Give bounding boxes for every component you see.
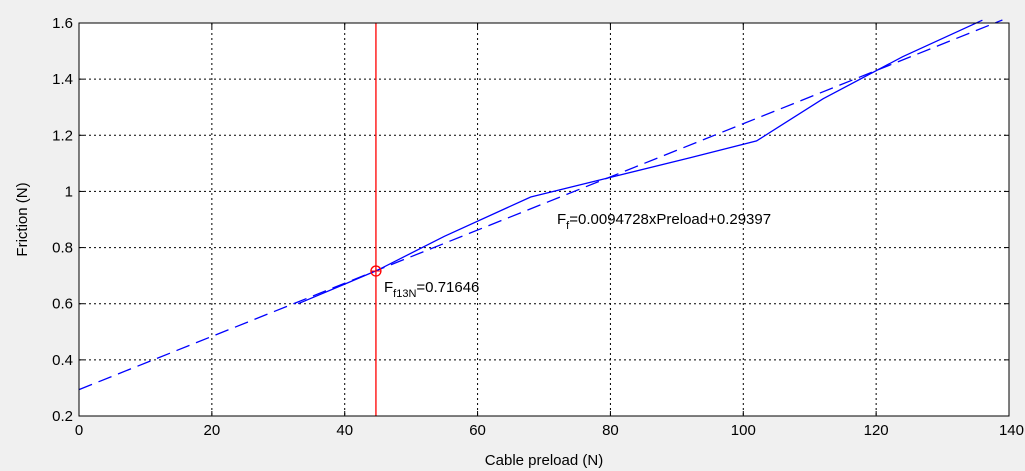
fit-annotation-rest: =0.0094728xPreload+0.29397 <box>569 211 771 228</box>
ticks: 0 20 40 60 80 100 120 140 0.2 0.4 0.6 0.8 1 1.2 1.4 1.6 <box>52 15 1024 439</box>
fit-annotation-sub: f <box>566 220 570 232</box>
x-tick-label: 120 <box>864 422 889 439</box>
fit-annotation-main: F <box>557 211 566 228</box>
fit-equation-annotation: Ff=0.0094728xPreload+0.29397 <box>557 211 771 232</box>
point-annotation-sub: f13N <box>393 288 416 300</box>
point-value-annotation: Ff13N=0.71646 <box>384 279 479 300</box>
y-axis-label: Friction (N) <box>14 182 31 256</box>
x-axis-label: Cable preload (N) <box>485 452 603 469</box>
plot-frame <box>78 22 1010 417</box>
plot-area <box>79 23 1009 416</box>
x-tick-label: 20 <box>204 422 221 439</box>
marker-layer <box>370 23 382 416</box>
y-tick-label: 1.6 <box>52 15 73 32</box>
fit-line-dashed <box>78 19 1003 391</box>
y-tick-label: 1.2 <box>52 127 73 144</box>
x-tick-label: 0 <box>75 422 83 439</box>
y-tick-label: 0.4 <box>52 352 73 369</box>
y-tick-label: 0.2 <box>52 408 73 425</box>
series-layer <box>78 19 1003 391</box>
y-tick-label: 0.8 <box>52 240 73 257</box>
x-tick-label: 40 <box>336 422 353 439</box>
x-tick-label: 140 <box>999 422 1024 439</box>
x-tick-label: 60 <box>469 422 486 439</box>
y-tick-label: 0.6 <box>52 296 73 313</box>
grid <box>79 23 1009 416</box>
x-tick-label: 100 <box>731 422 756 439</box>
y-tick-label: 1.4 <box>52 71 73 88</box>
point-annotation-main: F <box>384 279 393 296</box>
point-annotation-rest: =0.71646 <box>416 279 479 296</box>
y-tick-label: 1 <box>65 183 73 200</box>
x-tick-label: 80 <box>602 422 619 439</box>
